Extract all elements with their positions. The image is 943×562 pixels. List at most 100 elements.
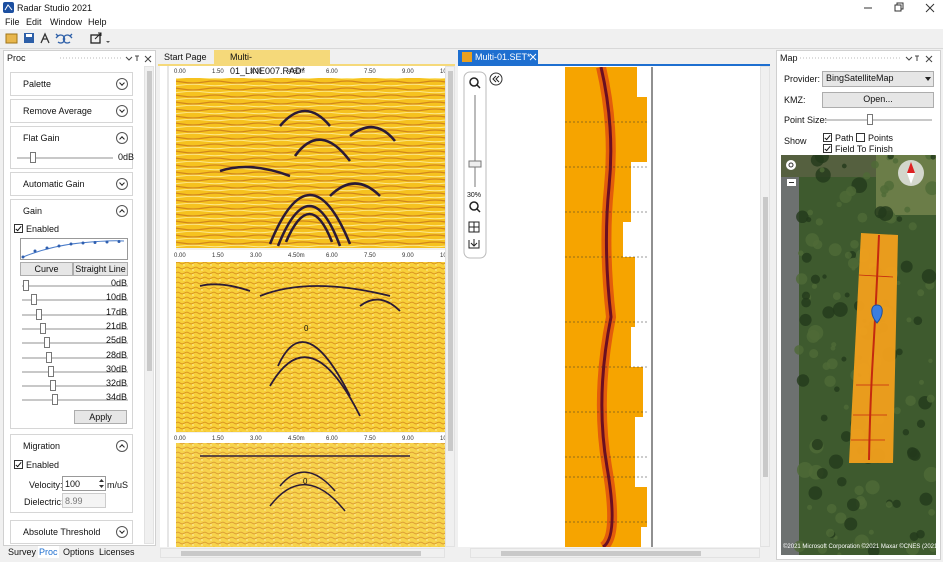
open-icon[interactable] [5,33,18,44]
tree [844,517,858,531]
slider-thumb[interactable] [30,152,36,163]
collapse-button[interactable] [116,132,128,144]
straight-line-button[interactable]: Straight Line [73,262,128,276]
scrollbar[interactable] [445,66,455,547]
decoration [93,241,97,244]
collapse-button[interactable] [489,72,503,86]
bottom-tab[interactable]: Proc [38,546,59,558]
collapse-button[interactable] [116,440,128,452]
tree [841,356,847,362]
slider-thumb[interactable] [48,365,54,377]
tree [906,317,912,323]
slider-thumb[interactable] [31,294,37,306]
expand-button[interactable] [116,78,128,90]
open-button[interactable]: Open... [822,92,934,108]
menu-item[interactable]: Help [88,17,107,27]
section-title: Migration [23,441,61,451]
radar-marker: 0 [304,324,309,333]
bottom-tab[interactable]: Options [63,547,95,557]
tree [796,210,809,224]
window-controls[interactable] [855,2,943,14]
undo-icon[interactable] [55,33,66,44]
checkbox[interactable] [14,460,23,469]
decoration [20,238,128,260]
ruler-label: 1.50 [212,436,224,442]
separator [0,48,943,49]
slider-track [22,356,128,359]
decoration [907,173,915,184]
checkbox[interactable] [856,133,865,142]
panel-title: Map [780,53,798,63]
slider-thumb[interactable] [52,394,58,406]
window-title: Radar Studio 2021 [17,3,93,13]
tab-label[interactable]: Multi-01.SET* [475,52,531,62]
tool-icon[interactable] [40,32,50,44]
bottom-tab[interactable]: Licenses [99,547,135,557]
expand-button[interactable] [116,105,128,117]
remove-average-section[interactable] [10,99,133,123]
apply-button[interactable]: Apply [74,410,127,424]
menu-item[interactable]: File [5,17,20,27]
field-label: Point Size: [784,115,828,125]
tree [896,280,901,286]
checkbox[interactable] [823,133,832,142]
tree [801,297,811,308]
tree [909,532,919,541]
editor-tab[interactable]: Start Page [164,52,207,62]
scrollbar[interactable] [760,66,770,547]
checkbox-label: Points [868,133,894,143]
menu-item[interactable]: Window [50,17,83,27]
export-icon[interactable] [90,34,101,44]
decoration [45,246,49,250]
tree [801,252,812,263]
editor-tab[interactable]: Multi-01_LINE007.RAD* [214,50,330,76]
tree [905,542,920,555]
slider-thumb[interactable] [40,322,46,334]
scrollbar[interactable] [160,548,445,558]
absolute-threshold-section[interactable] [10,520,133,544]
menu-item[interactable]: Edit [26,17,42,27]
tree [805,233,820,247]
save-icon[interactable] [24,33,34,43]
slider-thumb[interactable] [44,337,50,349]
slider-thumb[interactable] [23,280,29,291]
set-tab[interactable] [458,50,538,64]
decoration [21,255,25,259]
checkbox[interactable] [14,224,23,233]
slider-thumb[interactable] [36,308,42,320]
scrollbar[interactable] [144,66,154,544]
dropdown-arrow [925,77,931,81]
tree [822,306,835,319]
expand-button[interactable] [116,526,128,538]
gain-curve [20,238,128,260]
provider-dropdown[interactable]: BingSatelliteMap [822,71,934,87]
decoration [905,56,913,61]
slider-thumb[interactable] [46,351,52,363]
checkbox[interactable] [823,144,832,153]
tab-close[interactable] [529,53,537,61]
decoration [599,67,614,547]
tree [916,419,926,428]
decoration [359,298,401,312]
palette-section[interactable] [10,72,133,96]
tree [878,206,894,222]
bottom-tab[interactable]: Survey [8,547,37,557]
field-label: Show [784,136,807,146]
decoration [259,285,391,297]
slider-thumb[interactable] [867,114,873,125]
curve-button[interactable]: Curve [20,262,73,276]
decoration [763,197,768,477]
automatic-gain-section[interactable] [10,172,133,196]
redo-icon[interactable] [62,33,73,44]
tree [841,163,847,169]
velocity-input[interactable] [62,476,106,491]
slider-value: 0dB [118,152,135,162]
slider-thumb[interactable] [50,380,56,392]
spinner[interactable] [98,477,105,490]
expand-button[interactable] [116,178,128,190]
ruler-label: 7.50 [364,69,376,75]
scrollbar[interactable] [470,548,760,558]
decoration [181,551,421,556]
collapse-button[interactable] [116,205,128,217]
